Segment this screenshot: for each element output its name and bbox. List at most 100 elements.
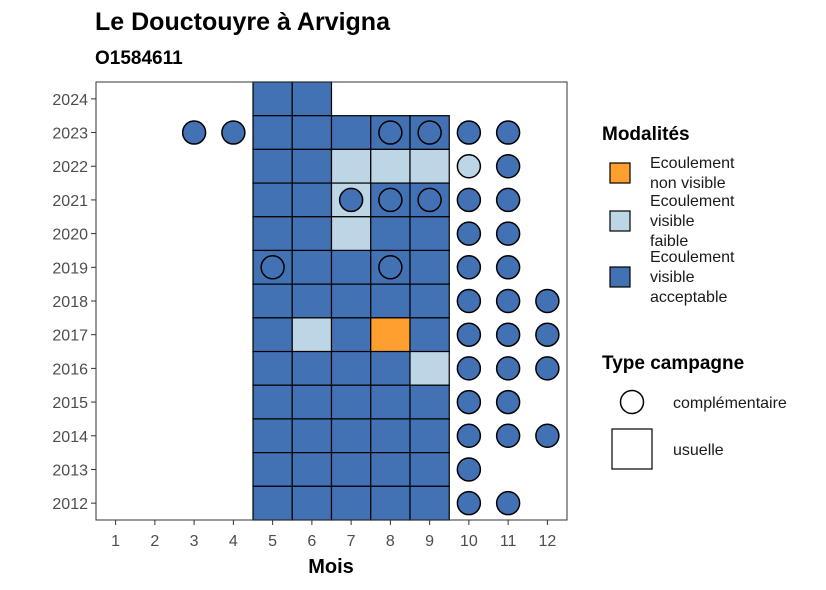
chart-subtitle: O1584611 [95, 48, 183, 69]
x-tick-label-5: 5 [268, 533, 277, 550]
tile-2023-7 [330, 115, 372, 150]
tile-2017-8 [370, 317, 411, 353]
tile-2018-6 [291, 283, 333, 319]
point-2013-10 [456, 457, 482, 482]
legend-label-complementaire: complémentaire [673, 395, 787, 412]
point-2020-11 [495, 221, 521, 246]
tile-2017-5 [252, 317, 293, 353]
tile-2024-5 [252, 81, 293, 117]
legend-key-non_visible [609, 162, 631, 184]
legend-key-visible_faible [609, 210, 631, 232]
point-2023-4 [221, 120, 246, 145]
point-2015-11 [495, 389, 521, 415]
tile-2016-5 [252, 350, 293, 386]
tile-2015-6 [291, 384, 333, 420]
tile-2021-5 [252, 182, 293, 218]
point-2023-11 [495, 120, 521, 145]
x-tick-label-2: 2 [150, 533, 159, 550]
tile-2015-9 [409, 384, 450, 420]
tile-2022-5 [252, 148, 293, 184]
point-2021-8 [378, 187, 403, 213]
tile-2014-5 [252, 418, 293, 454]
tile-2019-9 [409, 249, 450, 285]
point-2016-12 [535, 356, 560, 381]
legend-label-visible_faible: Ecoulement visible faible [650, 193, 735, 250]
x-tick-label-6: 6 [307, 533, 316, 550]
point-2018-10 [456, 288, 482, 314]
tile-2014-8 [370, 418, 411, 454]
chart-title: Le Douctouyre à Arvigna [95, 8, 391, 36]
x-tick-label-7: 7 [347, 533, 356, 550]
point-2017-12 [535, 322, 560, 347]
legend-label-usuelle: usuelle [673, 442, 724, 459]
legend-title-type: Type campagne [602, 353, 744, 374]
y-tick-label-2016: 2016 [52, 361, 88, 378]
y-tick-label-2014: 2014 [52, 429, 88, 446]
point-2022-10 [456, 153, 482, 179]
tile-2015-7 [330, 384, 372, 420]
point-2021-10 [456, 187, 482, 213]
tile-2020-7 [330, 216, 372, 252]
point-2018-11 [495, 288, 521, 314]
point-2020-10 [456, 221, 482, 246]
x-tick-label-4: 4 [229, 533, 238, 550]
point-2016-11 [495, 356, 521, 381]
tile-2013-8 [370, 452, 411, 487]
tile-2016-9 [409, 350, 450, 386]
point-2014-11 [495, 423, 521, 449]
tile-2012-9 [409, 485, 450, 521]
y-tick-label-2015: 2015 [52, 395, 88, 412]
tile-2016-8 [370, 350, 411, 386]
tile-2015-5 [252, 384, 293, 420]
y-tick-label-2012: 2012 [52, 496, 88, 513]
tile-2012-8 [370, 485, 411, 521]
tile-2017-9 [409, 317, 450, 353]
tile-2019-6 [291, 249, 333, 285]
point-2022-11 [495, 153, 521, 179]
legend-label-visible_acceptable: Ecoulement visible acceptable [650, 249, 735, 306]
x-tick-label-11: 11 [500, 533, 517, 550]
x-tick-label-10: 10 [460, 533, 478, 550]
tile-2015-8 [370, 384, 411, 420]
tile-2014-9 [409, 418, 450, 454]
tile-2018-7 [330, 283, 372, 319]
x-tick-label-8: 8 [386, 533, 395, 550]
y-tick-label-2017: 2017 [52, 328, 88, 345]
point-2019-11 [495, 255, 521, 280]
tile-2012-7 [330, 485, 372, 521]
point-2021-11 [495, 187, 521, 213]
x-tick-label-1: 1 [111, 533, 120, 550]
plot-area: 2012 2013 2014 2015 2016 2017 2018 2019 2020 2021… [52, 81, 568, 550]
point-2017-10 [456, 322, 482, 347]
tile-2013-6 [291, 452, 333, 487]
point-2023-3 [181, 120, 207, 145]
tile-2013-7 [330, 452, 372, 487]
tile-2022-9 [409, 148, 450, 184]
y-tick-label-2020: 2020 [52, 227, 88, 244]
tile-2024-6 [291, 81, 333, 117]
y-tick-label-2018: 2018 [52, 294, 88, 311]
tile-2022-7 [330, 148, 372, 184]
tile-2019-7 [330, 249, 372, 285]
tile-2014-6 [291, 418, 333, 454]
tile-2016-6 [291, 350, 333, 386]
tile-2012-5 [252, 485, 293, 521]
point-2017-11 [495, 322, 521, 347]
point-2021-7 [338, 187, 364, 213]
tile-2020-5 [252, 216, 293, 252]
tile-2023-5 [252, 115, 293, 150]
tile-2012-6 [291, 485, 333, 521]
tile-2020-9 [409, 216, 450, 252]
tile-2020-6 [291, 216, 333, 252]
legend-key-usuelle [611, 428, 653, 470]
x-tick-label-12: 12 [538, 533, 556, 550]
y-tick-label-2022: 2022 [52, 159, 88, 176]
tile-2017-6 [291, 317, 333, 353]
legend-title-modalites: Modalités [602, 124, 690, 145]
x-tick-label-3: 3 [190, 533, 199, 550]
tile-2022-8 [370, 148, 411, 184]
x-tick-label-9: 9 [425, 533, 434, 550]
tile-2020-8 [370, 216, 411, 252]
point-2023-9 [417, 120, 442, 145]
